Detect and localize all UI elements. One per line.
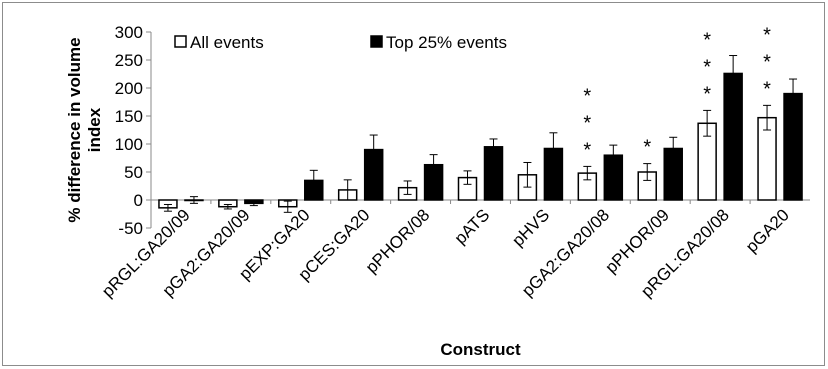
significance-star: * [703, 83, 711, 105]
x-tick-label: pGA20 [742, 205, 793, 256]
significance-star: * [703, 29, 711, 51]
y-tick-label: 200 [115, 79, 143, 98]
x-tick-label: pHVS [508, 205, 553, 250]
y-axis-label: % difference in volumeindex [65, 37, 104, 222]
legend-swatch-top-25-events [370, 35, 383, 48]
significance-annotations: * * * * * * * * * * [583, 24, 771, 161]
significance-star: * [643, 137, 651, 159]
bar-top-25-events [723, 72, 743, 201]
bar-top-25-events [783, 92, 803, 201]
y-tick-label: 300 [115, 23, 143, 42]
significance-star: * [703, 56, 711, 78]
significance-star: * [763, 24, 771, 46]
y-tick-label: 0 [134, 191, 143, 210]
x-tick-labels: pRGL:GA20/09pGA2:GA20/09pEXP:GA20pCES:GA… [98, 205, 793, 301]
x-tick-label: pPHOR/08 [362, 205, 434, 277]
y-tick-label: 50 [124, 163, 143, 182]
legend-swatch-all-events [174, 35, 187, 48]
y-tick-label: 100 [115, 135, 143, 154]
legend-label-top-25-events: Top 25% events [386, 33, 507, 52]
significance-star: * [583, 85, 591, 107]
significance-star: * [583, 139, 591, 161]
y-tick-label: -50 [118, 219, 143, 238]
significance-star: * [763, 78, 771, 100]
significance-star: * [763, 51, 771, 73]
y-tick-label: 250 [115, 51, 143, 70]
x-tick-label: pATS [451, 205, 494, 248]
significance-star: * [583, 112, 591, 134]
bars [158, 55, 803, 213]
legend-label-all-events: All events [190, 33, 264, 52]
x-axis-label: Construct [440, 340, 521, 359]
y-tick-label: 150 [115, 107, 143, 126]
legend: All events Top 25% events [174, 33, 507, 52]
